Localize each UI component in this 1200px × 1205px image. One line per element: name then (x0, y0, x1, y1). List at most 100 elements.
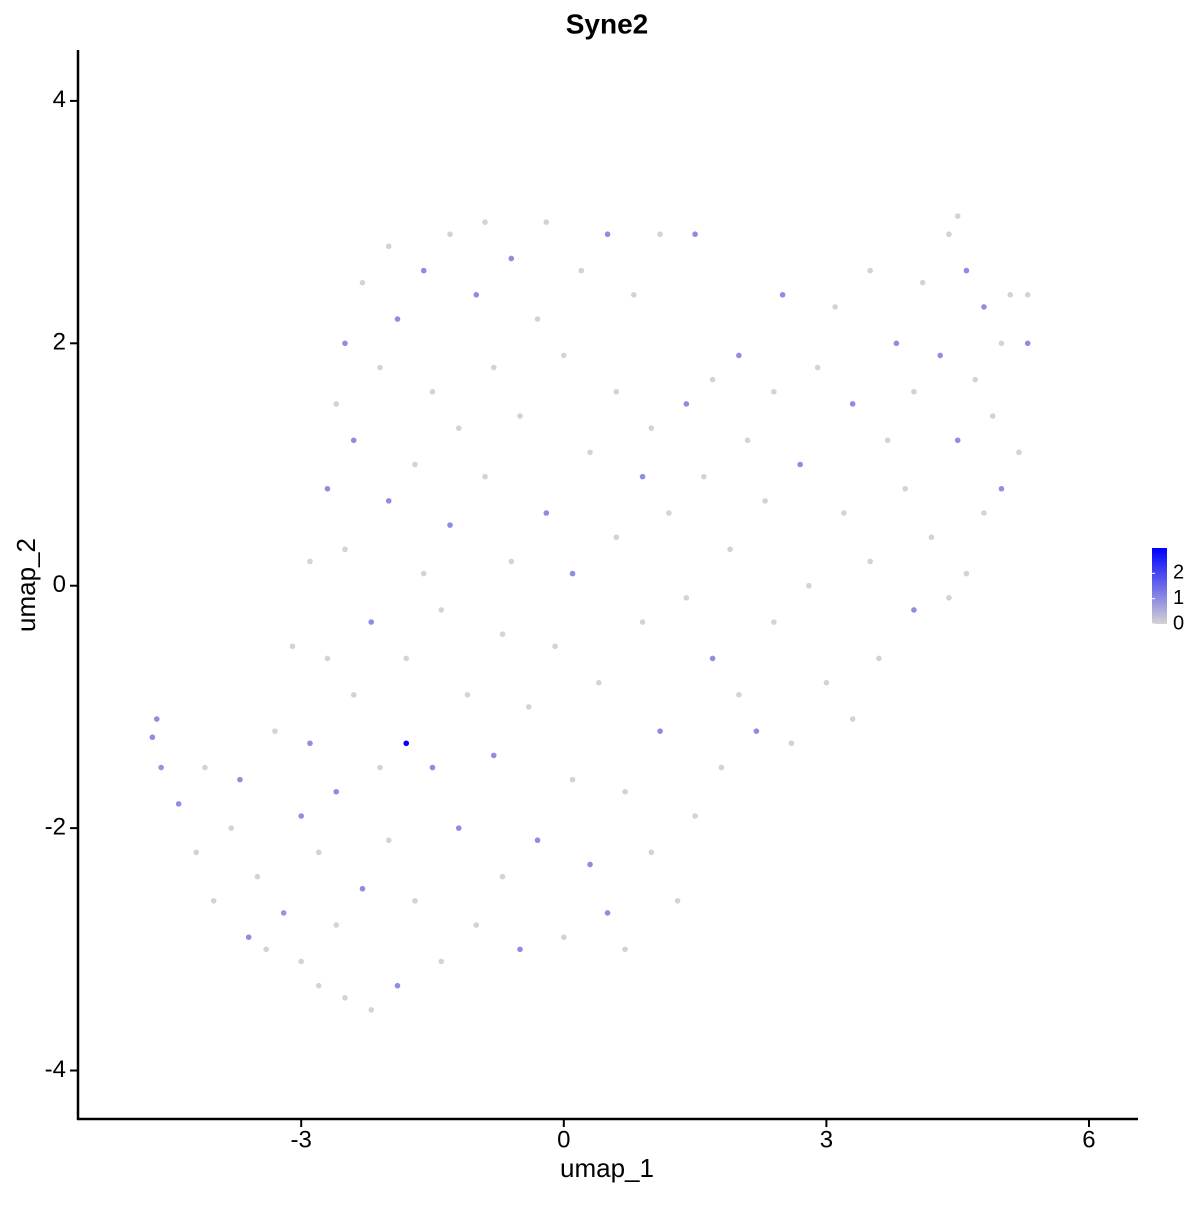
point (193, 849, 199, 856)
point (560, 352, 567, 359)
point (622, 946, 628, 953)
point (307, 558, 313, 565)
point (447, 231, 453, 238)
point (946, 595, 952, 601)
point (963, 267, 970, 274)
point (385, 243, 392, 250)
point (666, 510, 672, 516)
point (342, 546, 348, 553)
point (438, 958, 445, 965)
point (648, 849, 655, 856)
point (762, 498, 768, 504)
point (350, 691, 357, 698)
point (919, 279, 926, 286)
point (736, 352, 742, 359)
point (989, 413, 996, 419)
point (385, 837, 392, 844)
point (596, 679, 602, 686)
point (683, 595, 690, 601)
point (455, 825, 462, 831)
point (517, 413, 523, 419)
point (385, 498, 392, 504)
point (517, 946, 523, 953)
x-tick-label: -3 (291, 1126, 312, 1153)
point (324, 485, 331, 492)
point (771, 619, 777, 625)
point (587, 449, 593, 456)
point (289, 643, 296, 650)
point (473, 922, 480, 928)
point (928, 534, 935, 541)
point (797, 461, 803, 468)
point (657, 231, 663, 238)
y-tick-label: -2 (45, 813, 66, 840)
x-tick-label: 0 (557, 1126, 570, 1153)
point (841, 510, 847, 516)
point (263, 946, 269, 953)
point (420, 267, 427, 274)
point (228, 825, 234, 831)
point (823, 679, 830, 686)
point (613, 534, 620, 541)
point (867, 558, 873, 565)
point (692, 231, 698, 238)
point (709, 655, 716, 662)
point (175, 801, 182, 807)
point (744, 437, 751, 444)
point (884, 437, 891, 444)
point (464, 691, 471, 698)
point (639, 619, 646, 625)
point (727, 546, 733, 553)
point (604, 231, 611, 238)
point (333, 401, 340, 407)
point (508, 558, 515, 565)
point (560, 934, 567, 940)
point (1016, 449, 1022, 456)
point (525, 704, 532, 710)
point (1024, 292, 1031, 298)
point (342, 994, 348, 1001)
point (438, 607, 445, 613)
point (683, 401, 690, 407)
point (981, 304, 987, 310)
point (473, 292, 480, 298)
point (569, 776, 576, 783)
point (981, 510, 987, 516)
point (534, 316, 541, 322)
point (490, 364, 497, 371)
point (368, 1007, 375, 1013)
point (315, 982, 322, 989)
point (552, 643, 558, 650)
point (210, 898, 217, 904)
point (946, 231, 952, 238)
point (280, 910, 287, 916)
point (333, 922, 340, 928)
point (245, 934, 252, 940)
point (298, 958, 305, 965)
point (718, 764, 725, 771)
point (455, 425, 462, 431)
point (158, 764, 164, 771)
point (508, 255, 515, 262)
point (429, 764, 436, 771)
point (394, 982, 401, 989)
point (272, 728, 278, 734)
point (701, 473, 707, 480)
point (543, 219, 550, 225)
point (237, 776, 243, 783)
point (648, 425, 655, 431)
point (832, 304, 838, 310)
color-tick-label: 1 (1173, 587, 1184, 609)
y-tick-label: 4 (53, 86, 66, 113)
y-axis-label: umap_2 (11, 538, 41, 632)
point (893, 340, 900, 347)
point (657, 728, 663, 734)
point (202, 764, 208, 771)
point (499, 631, 506, 637)
point (447, 522, 453, 528)
point (771, 388, 777, 395)
color-bar (1152, 548, 1167, 624)
point (736, 691, 742, 698)
point (639, 473, 646, 480)
point (420, 570, 427, 577)
